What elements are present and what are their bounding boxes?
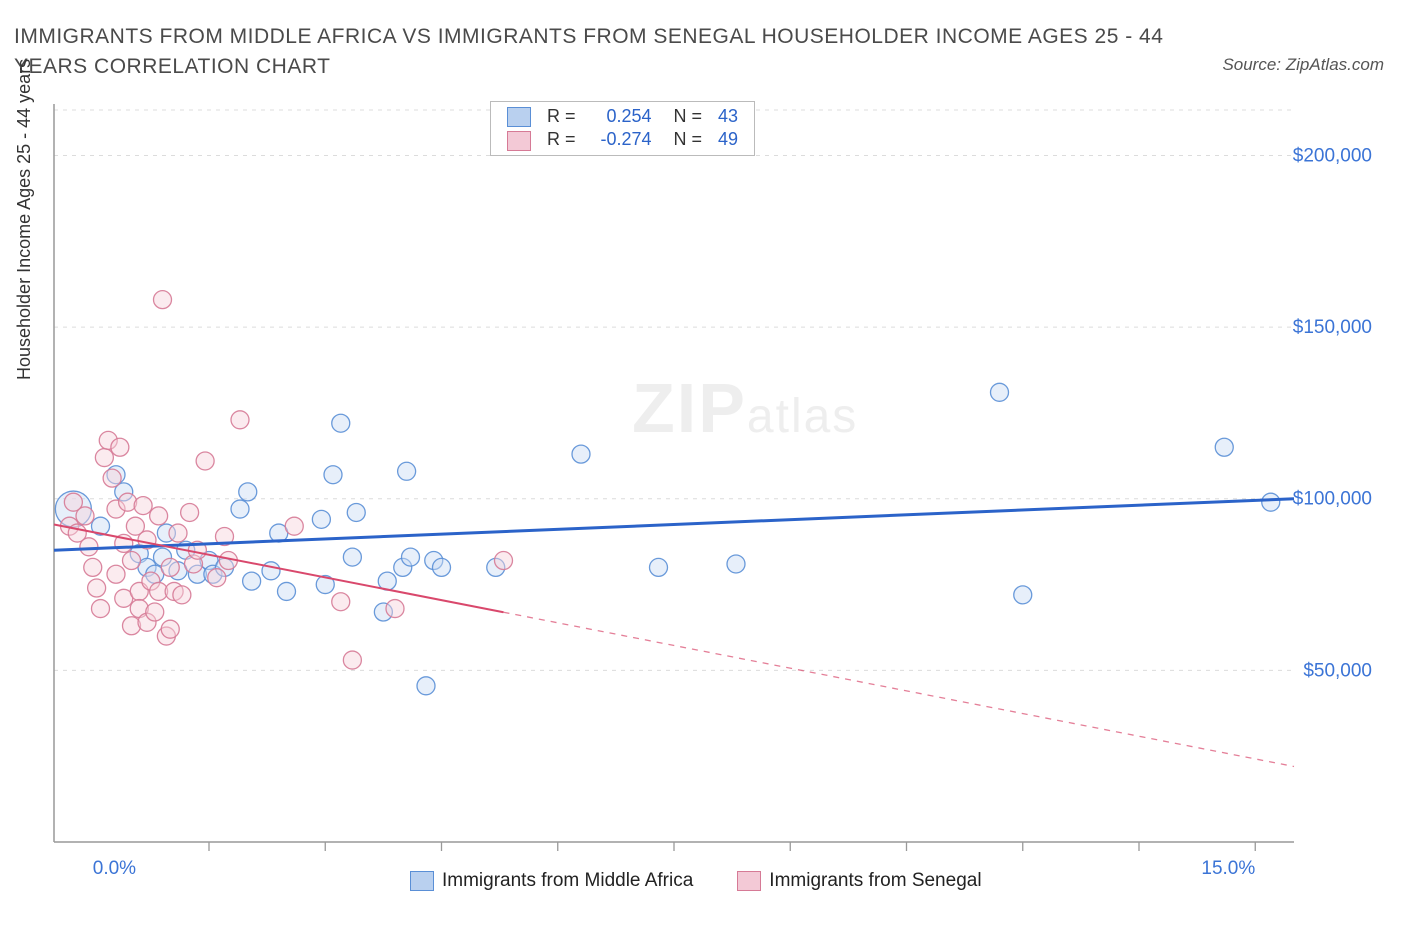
bottom-legend-item: Immigrants from Middle Africa xyxy=(410,870,693,891)
svg-text:$50,000: $50,000 xyxy=(1303,660,1372,681)
svg-text:$200,000: $200,000 xyxy=(1293,145,1372,166)
svg-text:$100,000: $100,000 xyxy=(1293,489,1372,510)
legend-stats-table: R =0.254N =43R =-0.274N =49 xyxy=(499,105,746,152)
legend-swatch xyxy=(737,871,761,891)
bottom-legend-label: Immigrants from Senegal xyxy=(769,870,981,891)
stat-n-value: 43 xyxy=(710,105,746,128)
bottom-legend-label: Immigrants from Middle Africa xyxy=(442,870,693,891)
svg-text:0.0%: 0.0% xyxy=(93,858,136,879)
plot-area: Householder Income Ages 25 - 44 years 0.… xyxy=(42,100,1384,890)
stat-r-value: -0.274 xyxy=(584,128,660,151)
scatter-chart-svg: 0.0% 15.0% $50,000 $100,000 $150,000 $200,000 xyxy=(42,100,1384,890)
y-axis-label: Householder Income Ages 25 - 44 years xyxy=(14,59,35,380)
chart-container: IMMIGRANTS FROM MIDDLE AFRICA VS IMMIGRA… xyxy=(0,0,1406,930)
svg-text:15.0%: 15.0% xyxy=(1201,858,1255,879)
legend-swatch xyxy=(507,107,531,127)
bottom-legend: Immigrants from Middle Africa Immigrants … xyxy=(410,870,1026,892)
stat-n-value: 49 xyxy=(710,128,746,151)
stat-r-value: 0.254 xyxy=(584,105,660,128)
legend-swatch xyxy=(507,131,531,151)
svg-text:$150,000: $150,000 xyxy=(1293,317,1372,338)
legend-stats-box: R =0.254N =43R =-0.274N =49 xyxy=(490,101,755,156)
source-label: Source: ZipAtlas.com xyxy=(1222,55,1384,75)
chart-title: IMMIGRANTS FROM MIDDLE AFRICA VS IMMIGRA… xyxy=(14,22,1214,82)
legend-swatch xyxy=(410,871,434,891)
bottom-legend-item: Immigrants from Senegal xyxy=(737,870,981,891)
